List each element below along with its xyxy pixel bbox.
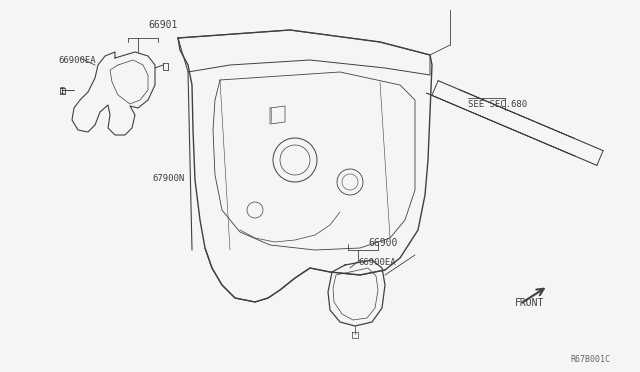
Text: 67900N: 67900N [152, 174, 184, 183]
Text: 66900: 66900 [368, 238, 397, 248]
Text: 66900EA: 66900EA [358, 258, 396, 267]
Text: R67B001C: R67B001C [570, 355, 610, 364]
Text: 66900EA: 66900EA [58, 56, 95, 65]
Text: SEE SEC.680: SEE SEC.680 [468, 100, 527, 109]
Text: 66901: 66901 [148, 20, 177, 30]
Text: FRONT: FRONT [515, 298, 545, 308]
